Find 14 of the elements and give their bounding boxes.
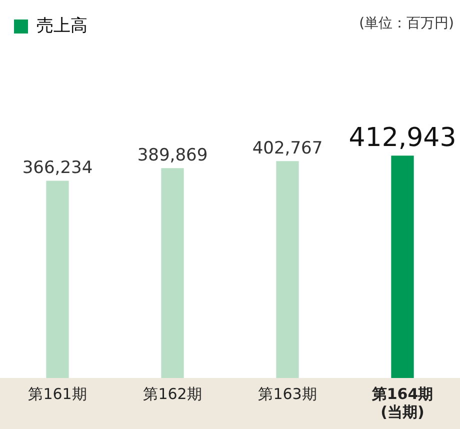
x-tick-label: 第163期 (258, 384, 317, 403)
x-tick-label: 第164期 (当期) (370, 384, 434, 421)
bar (46, 180, 69, 378)
data-label: 412,943 (348, 122, 456, 153)
bar (161, 168, 184, 378)
bar (391, 156, 414, 378)
x-tick-label: 第161期 (28, 384, 87, 403)
text: (単位：百万円) (359, 16, 454, 32)
data-label: 389,869 (137, 145, 208, 166)
legend-label: 売上高 (36, 16, 88, 36)
bar (276, 161, 299, 378)
x-tick-label: 第162期 (143, 384, 202, 403)
data-label: 402,767 (252, 138, 323, 158)
data-label: 366,234 (22, 158, 93, 178)
